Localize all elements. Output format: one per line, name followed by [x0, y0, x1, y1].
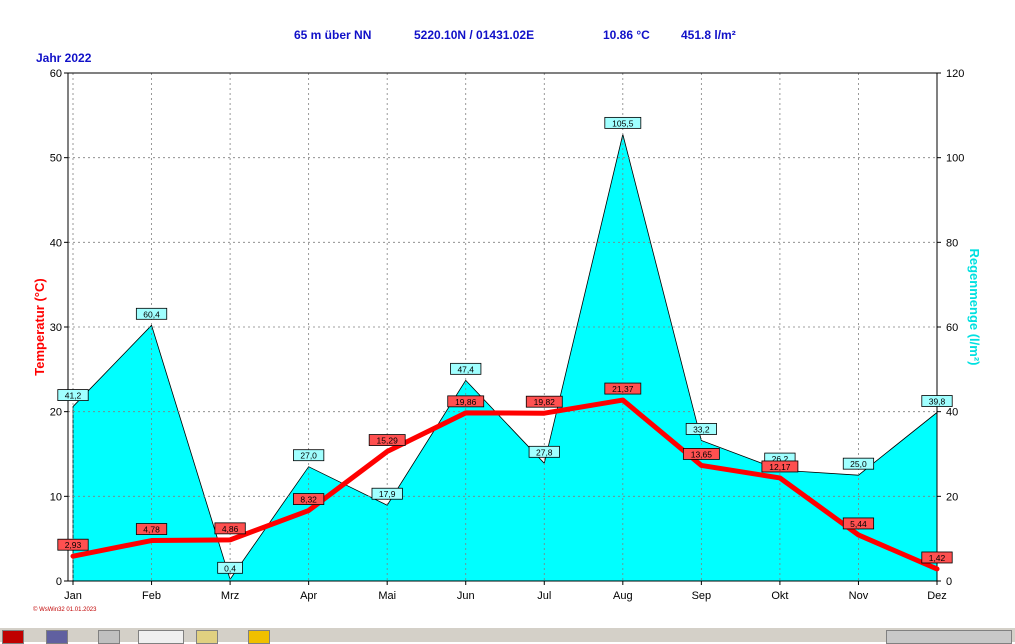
y-tick-label: 0 — [56, 576, 62, 588]
header-rain-total: 451.8 l/m² — [681, 28, 736, 42]
rain-data-label: 26,2 — [772, 454, 789, 464]
x-tick-label: Nov — [849, 590, 869, 602]
y-axis-title: Temperatur (°C) — [32, 278, 47, 375]
temperature-data-label-box — [604, 382, 642, 395]
y2-tick-label: 100 — [946, 153, 964, 165]
x-tick-label: Okt — [771, 590, 788, 602]
x-tick-label: Sep — [692, 590, 712, 602]
y2-axis-title: Regenmenge (l/m²) — [967, 248, 982, 365]
temperature-data-label: 21,37 — [612, 384, 634, 394]
rain-data-label: 27,0 — [300, 451, 317, 461]
rain-data-label-box — [217, 561, 243, 574]
temperature-data-label: 2,93 — [65, 540, 82, 550]
x-tick-label: Jan — [64, 590, 82, 602]
header-average-temperature: 10.86 °C — [603, 28, 650, 42]
y-tick-label: 50 — [50, 153, 62, 165]
temperature-line — [70, 397, 940, 572]
rain-data-label: 60,4 — [143, 309, 160, 319]
x-tick-label: Feb — [142, 590, 161, 602]
temperature-data-label: 4,86 — [222, 524, 239, 534]
temperature-data-label: 1,42 — [929, 553, 946, 563]
y2-tick-label: 0 — [946, 576, 952, 588]
x-tick-label: Dez — [927, 590, 947, 602]
temperature-data-label: 5,44 — [850, 519, 867, 529]
temperature-data-label: 4,78 — [143, 525, 160, 535]
y2-tick-label: 80 — [946, 237, 958, 249]
rain-data-label-box — [842, 457, 875, 470]
x-tick-label: Mai — [378, 590, 396, 602]
x-tick-label: Mrz — [221, 590, 239, 602]
rain-data-label-box — [450, 362, 482, 375]
y2-tick-label: 60 — [946, 322, 958, 334]
rain-data-label-box — [528, 445, 560, 458]
header-altitude: 65 m über NN — [294, 28, 372, 42]
temperature-data-label: 19,82 — [534, 397, 556, 407]
rain-data-label-box — [293, 449, 325, 462]
x-tick-label: Aug — [613, 590, 633, 602]
temperature-data-label: 13,65 — [691, 449, 713, 459]
y2-tick-label: 40 — [946, 407, 958, 419]
temperature-data-label: 12,17 — [769, 462, 791, 472]
temperature-data-label-box — [135, 523, 168, 535]
rain-data-label-box — [604, 116, 642, 129]
rain-data-label: 105,5 — [612, 118, 634, 128]
y-tick-label: 30 — [50, 322, 62, 334]
rain-data-label-box — [135, 307, 168, 320]
temperature-data-label-box — [293, 493, 325, 505]
rain-data-label-box — [685, 423, 717, 435]
taskbar-app-icon-1[interactable] — [2, 630, 24, 644]
temperature-data-label: 15,29 — [377, 436, 399, 446]
y-tick-label: 40 — [50, 237, 62, 249]
header-coordinates: 5220.10N / 01431.02E — [414, 28, 535, 42]
y2-tick-label: 120 — [946, 68, 964, 80]
x-tick-label: Apr — [300, 590, 317, 602]
x-tick-label: Jul — [537, 590, 551, 602]
temperature-data-label-box — [368, 434, 406, 446]
rain-data-label-box — [371, 487, 403, 500]
temperature-data-label-box — [761, 460, 799, 473]
y-tick-label: 60 — [50, 68, 62, 80]
x-tick-label: Jun — [457, 590, 475, 602]
rain-data-label: 47,4 — [457, 364, 474, 374]
taskbar — [0, 627, 1015, 644]
temperature-data-label-box — [682, 448, 720, 460]
temperature-data-label: 19,86 — [455, 397, 477, 407]
rain-data-label: 27,8 — [536, 447, 553, 457]
year-label: Jahr 2022 — [36, 51, 92, 65]
temperature-data-label-box — [214, 522, 246, 535]
rain-data-label: 39,8 — [929, 397, 946, 407]
temperature-data-label-box — [525, 395, 563, 408]
temperature-data-label: 8,32 — [300, 495, 317, 505]
rain-data-label-box — [921, 395, 953, 407]
rain-data-label: 0,4 — [224, 563, 236, 573]
temperature-data-label-box — [921, 551, 953, 564]
temperature-data-label-box — [57, 538, 89, 551]
temperature-data-label-box — [842, 517, 875, 530]
y2-tick-label: 20 — [946, 491, 958, 503]
rain-data-label: 33,2 — [693, 424, 710, 434]
taskbar-app-icon-5[interactable] — [196, 630, 218, 644]
rain-data-label: 25,0 — [850, 459, 867, 469]
rain-data-label: 41,2 — [65, 391, 82, 401]
rain-data-label-box — [57, 389, 89, 401]
rain-data-label: 17,9 — [379, 489, 396, 499]
taskbar-settings-icon[interactable] — [98, 630, 120, 644]
footnote: © WsWin32 01.01.2023 — [33, 607, 97, 613]
taskbar-tray — [886, 630, 1012, 644]
taskbar-weather-icon[interactable] — [138, 630, 184, 644]
taskbar-app-icon-6[interactable] — [248, 630, 270, 644]
taskbar-app-icon-2[interactable] — [46, 630, 68, 644]
y-tick-label: 20 — [50, 407, 62, 419]
y-tick-label: 10 — [50, 491, 62, 503]
temperature-data-label-box — [447, 395, 485, 408]
